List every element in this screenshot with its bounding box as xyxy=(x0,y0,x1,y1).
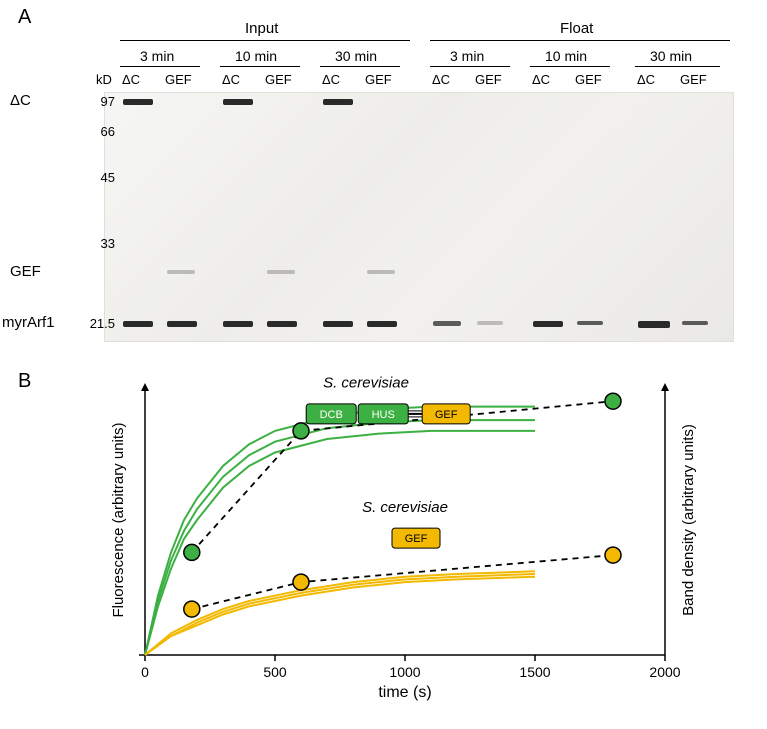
lane-dc: ΔC xyxy=(637,72,655,87)
x-tick-label: 1500 xyxy=(519,664,550,680)
lane-gef: GEF xyxy=(475,72,502,87)
yellow-curve xyxy=(145,571,535,655)
time-rule xyxy=(430,66,510,67)
mw-33: 33 xyxy=(101,236,115,251)
band xyxy=(267,321,297,327)
chart: 0 500 1000 1500 2000 time (s) Fluorescence (ar… xyxy=(105,375,705,705)
data-point xyxy=(293,423,309,439)
dcb-label: DCB xyxy=(320,409,343,421)
band xyxy=(223,321,253,327)
band xyxy=(167,270,195,274)
time-rule xyxy=(220,66,300,67)
hus-label: HUS xyxy=(372,409,395,421)
yellow-curve xyxy=(145,577,535,655)
band xyxy=(167,321,197,327)
group-input: Input xyxy=(245,20,278,37)
lane-gef: GEF xyxy=(365,72,392,87)
x-tick-label: 0 xyxy=(141,664,149,680)
mw-66: 66 xyxy=(101,124,115,139)
band xyxy=(577,321,603,325)
band xyxy=(267,270,295,274)
x-tick-label: 2000 xyxy=(649,664,680,680)
lane-dc: ΔC xyxy=(322,72,340,87)
time-float-30: 30 min xyxy=(650,48,692,64)
band xyxy=(123,99,153,105)
data-point xyxy=(605,547,621,563)
time-float-3: 3 min xyxy=(450,48,484,64)
panel-b-label: B xyxy=(18,370,31,393)
band xyxy=(682,321,708,325)
y-left-arrow xyxy=(141,383,149,391)
time-rule xyxy=(320,66,400,67)
x-axis-label: time (s) xyxy=(378,684,431,701)
time-input-10: 10 min xyxy=(235,48,277,64)
band xyxy=(367,321,397,327)
y-right-axis-label: Band density (arbitrary units) xyxy=(680,424,697,616)
lane-gef: GEF xyxy=(265,72,292,87)
lane-gef: GEF xyxy=(575,72,602,87)
group-input-rule xyxy=(120,40,410,41)
band xyxy=(323,99,353,105)
x-tick-label: 1000 xyxy=(389,664,420,680)
mw-45: 45 xyxy=(101,170,115,185)
lane-dc: ΔC xyxy=(122,72,140,87)
chart-svg: 0 500 1000 1500 2000 time (s) Fluorescence (ar… xyxy=(105,375,705,705)
time-float-10: 10 min xyxy=(545,48,587,64)
band xyxy=(433,321,461,326)
data-point xyxy=(293,574,309,590)
y-right-arrow xyxy=(661,383,669,391)
time-input-3: 3 min xyxy=(140,48,174,64)
time-rule xyxy=(120,66,200,67)
species-label-yellow: S. cerevisiae xyxy=(362,499,448,516)
data-point xyxy=(184,544,200,560)
gef-only-label: GEF xyxy=(405,533,428,545)
gel-image xyxy=(104,92,734,342)
lane-dc: ΔC xyxy=(222,72,240,87)
row-gef: GEF xyxy=(10,263,41,280)
gel-header: Input Float 3 min 10 min 30 min 3 min 10… xyxy=(60,20,750,90)
mw-21-5: 21.5 xyxy=(90,316,115,331)
data-point xyxy=(605,393,621,409)
row-myrarf1: myrArf1 xyxy=(2,314,55,331)
lane-dc: ΔC xyxy=(532,72,550,87)
lane-gef: GEF xyxy=(165,72,192,87)
band xyxy=(223,99,253,105)
group-float: Float xyxy=(560,20,593,37)
band xyxy=(638,321,670,328)
gef-label: GEF xyxy=(435,409,458,421)
time-input-30: 30 min xyxy=(335,48,377,64)
kd-header: kD xyxy=(96,72,112,87)
data-point xyxy=(184,601,200,617)
band xyxy=(323,321,353,327)
x-tick-label: 500 xyxy=(263,664,287,680)
yellow-curve xyxy=(145,574,535,655)
lane-dc: ΔC xyxy=(432,72,450,87)
green-curve xyxy=(145,431,535,655)
species-label-green: S. cerevisiae xyxy=(323,375,409,392)
lane-gef: GEF xyxy=(680,72,707,87)
gel-panel: Input Float 3 min 10 min 30 min 3 min 10… xyxy=(60,20,750,350)
group-float-rule xyxy=(430,40,730,41)
time-rule xyxy=(530,66,610,67)
mw-97: 97 xyxy=(101,94,115,109)
time-rule xyxy=(635,66,720,67)
row-dc: ΔC xyxy=(10,92,31,109)
y-left-axis-label: Fluorescence (arbitrary units) xyxy=(110,422,127,617)
band xyxy=(123,321,153,327)
band xyxy=(533,321,563,327)
band xyxy=(367,270,395,274)
panel-a-label: A xyxy=(18,6,31,29)
band xyxy=(477,321,503,325)
